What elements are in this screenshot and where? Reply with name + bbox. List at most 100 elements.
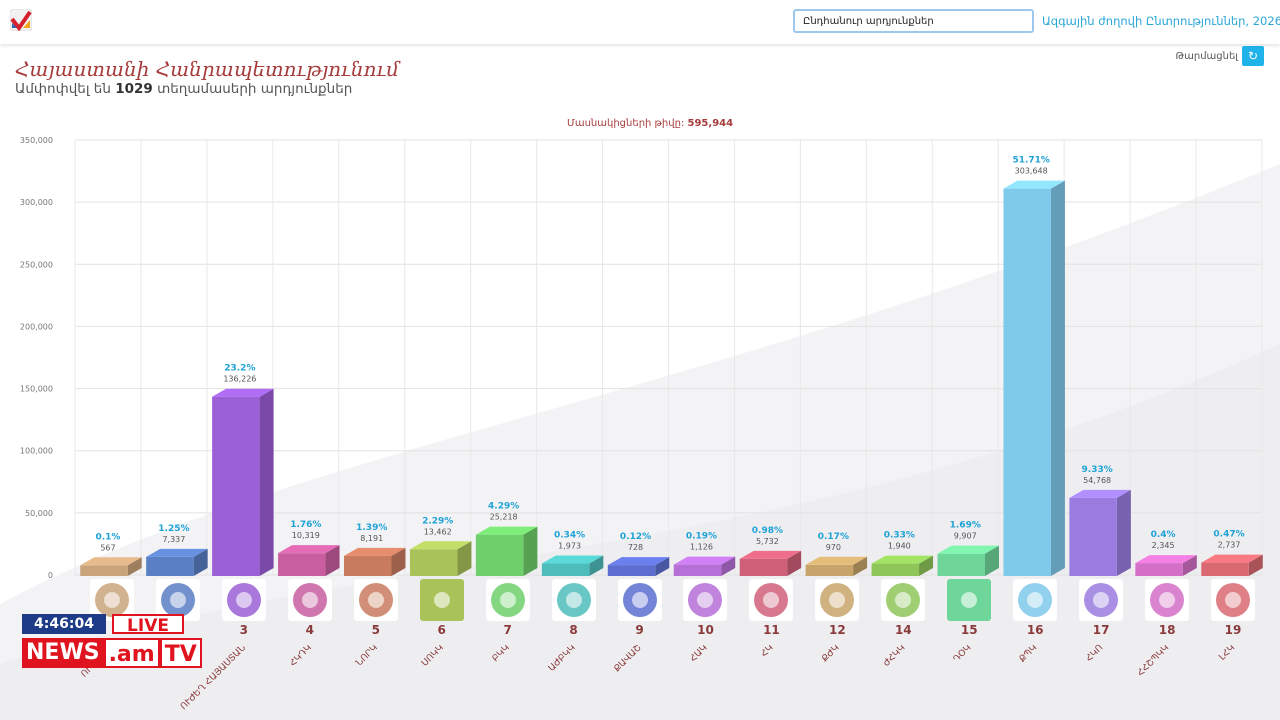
bar[interactable] xyxy=(475,534,524,576)
party-logo-icon[interactable] xyxy=(353,579,398,621)
bar-side[interactable] xyxy=(193,548,208,576)
party-logo-icon[interactable] xyxy=(221,579,266,621)
bar[interactable] xyxy=(80,565,128,576)
bar-top[interactable] xyxy=(673,556,736,565)
election-link[interactable]: Ազգային ժողովի Ընտրություններ, 2026 xyxy=(1042,14,1280,28)
bar-percent-label: 0.17% xyxy=(818,532,849,542)
bar-value-label: 9,907 xyxy=(954,532,977,541)
party-logo-icon[interactable] xyxy=(881,579,926,621)
bar[interactable] xyxy=(739,558,788,576)
bar-side[interactable] xyxy=(1182,555,1197,576)
party-logo-icon[interactable] xyxy=(1145,579,1190,621)
y-tick-label: 250,000 xyxy=(20,260,53,269)
bar-value-label: 7,337 xyxy=(162,535,185,544)
bar-top[interactable] xyxy=(937,545,999,554)
party-name: ՔՊԿ xyxy=(1018,643,1040,665)
bar-side[interactable] xyxy=(655,557,670,576)
search-input[interactable] xyxy=(793,9,1034,33)
bar-side[interactable] xyxy=(1116,489,1131,576)
bar[interactable] xyxy=(541,563,590,576)
bar-percent-label: 0.34% xyxy=(554,531,585,541)
bar-top[interactable] xyxy=(1201,554,1263,563)
bar[interactable] xyxy=(607,565,656,576)
bar-percent-label: 4.29% xyxy=(488,502,519,512)
broadcast-clock: 4:46:04 xyxy=(22,614,106,634)
bar-side[interactable] xyxy=(1248,554,1263,576)
subtitle-count: 1029 xyxy=(115,81,153,97)
bar-value-label: 567 xyxy=(100,543,115,552)
bar[interactable] xyxy=(805,564,854,576)
news-overlay: 4:46:04 LIVE NEWS .am TV xyxy=(22,614,202,670)
bar-value-label: 25,218 xyxy=(490,513,518,522)
bar[interactable] xyxy=(937,553,985,576)
bar-side[interactable] xyxy=(127,557,142,576)
bar-top[interactable] xyxy=(80,557,142,566)
bar-side[interactable] xyxy=(984,545,999,576)
bar-side[interactable] xyxy=(1050,180,1065,576)
bar-top[interactable] xyxy=(607,557,670,566)
bar[interactable] xyxy=(1135,563,1183,576)
bar[interactable] xyxy=(871,563,920,576)
bar[interactable] xyxy=(673,564,722,576)
party-logo-icon[interactable] xyxy=(1013,579,1058,621)
bar-side[interactable] xyxy=(457,541,472,576)
bar[interactable] xyxy=(1003,188,1051,576)
bar-side[interactable] xyxy=(787,550,802,576)
bar[interactable] xyxy=(146,556,194,576)
bar-side[interactable] xyxy=(391,547,406,576)
bar-top[interactable] xyxy=(1135,555,1197,564)
bar-percent-label: 0.1% xyxy=(95,532,120,542)
bar-percent-label: 2.29% xyxy=(422,516,453,526)
bar-top[interactable] xyxy=(146,548,208,557)
bar-top[interactable] xyxy=(1003,180,1065,189)
bar[interactable] xyxy=(344,555,392,576)
party-number: 12 xyxy=(829,623,846,637)
party-logo-icon[interactable] xyxy=(1211,579,1256,621)
refresh-icon: ↻ xyxy=(1247,49,1259,63)
app-logo-icon[interactable] xyxy=(10,9,32,31)
party-name: ԼՀԿ xyxy=(1217,643,1237,663)
bar-top[interactable] xyxy=(541,555,604,564)
bar-side[interactable] xyxy=(853,556,868,576)
party-logo-icon[interactable] xyxy=(683,579,728,621)
bar-top[interactable] xyxy=(409,541,472,550)
party-logo-icon[interactable] xyxy=(1079,579,1124,621)
refresh-button[interactable]: ↻ xyxy=(1242,46,1264,66)
party-logo-icon[interactable] xyxy=(419,579,464,621)
bar[interactable] xyxy=(1201,562,1249,576)
refresh-control: Թարմացնել ↻ xyxy=(1176,46,1264,66)
bar-top[interactable] xyxy=(344,547,406,556)
bar[interactable] xyxy=(1069,497,1117,576)
bar-top[interactable] xyxy=(1069,489,1131,498)
y-tick-label: 150,000 xyxy=(20,385,53,394)
bar-top[interactable] xyxy=(212,388,274,397)
bar[interactable] xyxy=(278,553,326,576)
party-logo-icon[interactable] xyxy=(815,579,860,621)
participants-label: Մասնակիցների թիվը: xyxy=(566,118,685,129)
party-logo-icon[interactable] xyxy=(485,579,530,621)
bar-side[interactable] xyxy=(259,388,274,576)
bar-top[interactable] xyxy=(805,556,868,565)
bar[interactable] xyxy=(409,549,458,576)
bar-side[interactable] xyxy=(721,556,736,576)
party-logo-icon[interactable] xyxy=(947,579,992,621)
party-logo-icon[interactable] xyxy=(617,579,662,621)
bar-side[interactable] xyxy=(589,555,604,576)
y-tick-label: 350,000 xyxy=(20,136,53,145)
bar-value-label: 10,319 xyxy=(292,531,320,540)
party-logo-icon[interactable] xyxy=(551,579,596,621)
party-logo-icon[interactable] xyxy=(749,579,794,621)
bar[interactable] xyxy=(212,396,260,576)
bar-value-label: 970 xyxy=(826,543,841,552)
bar-side[interactable] xyxy=(523,526,538,576)
bar-side[interactable] xyxy=(919,555,934,576)
bar-top[interactable] xyxy=(278,545,340,554)
bar-top[interactable] xyxy=(871,555,934,564)
party-logo-icon[interactable] xyxy=(287,579,332,621)
bar-top[interactable] xyxy=(739,550,802,559)
bar-percent-label: 0.12% xyxy=(620,532,651,542)
bar-value-label: 8,191 xyxy=(360,534,383,543)
bar-top[interactable] xyxy=(475,526,538,535)
bar-side[interactable] xyxy=(325,545,340,576)
